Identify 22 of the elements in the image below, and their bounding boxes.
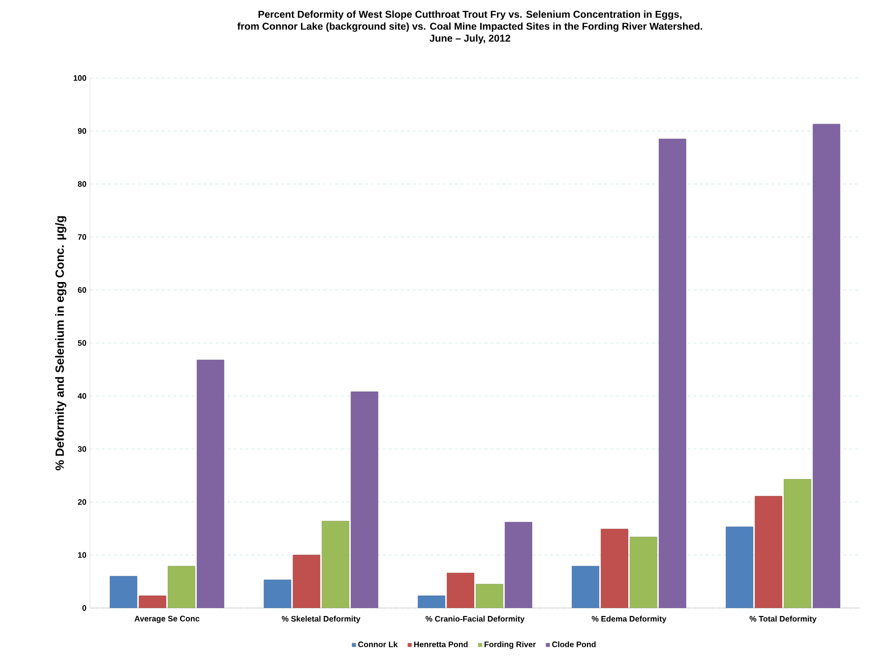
bar <box>196 360 224 608</box>
bar <box>264 580 292 608</box>
bar <box>784 479 812 608</box>
bar <box>572 566 600 608</box>
bar <box>658 138 686 608</box>
bar <box>726 526 754 608</box>
bar <box>139 596 166 608</box>
bar <box>418 596 446 608</box>
bar <box>446 572 474 608</box>
bar <box>350 392 378 608</box>
bar <box>812 124 840 608</box>
bar <box>476 584 504 608</box>
bar <box>168 566 196 608</box>
bar <box>630 536 658 608</box>
y-axis-title: % Deformity and Selenium in egg Conc. µg/g <box>55 216 66 470</box>
bar <box>292 554 320 608</box>
chart-title: Percent Deformity of West Slope Cutthroat Trout Fry vs. Selenium Concentration in Eggs, from Connor Lake (background site) vs. Coal Mine Impacted Sites in the Fording River Watershed. June – July, 2012 <box>237 10 702 44</box>
bar <box>600 528 628 608</box>
bar <box>322 520 350 608</box>
bar <box>110 576 138 608</box>
bar <box>754 496 782 608</box>
bar <box>504 522 532 608</box>
